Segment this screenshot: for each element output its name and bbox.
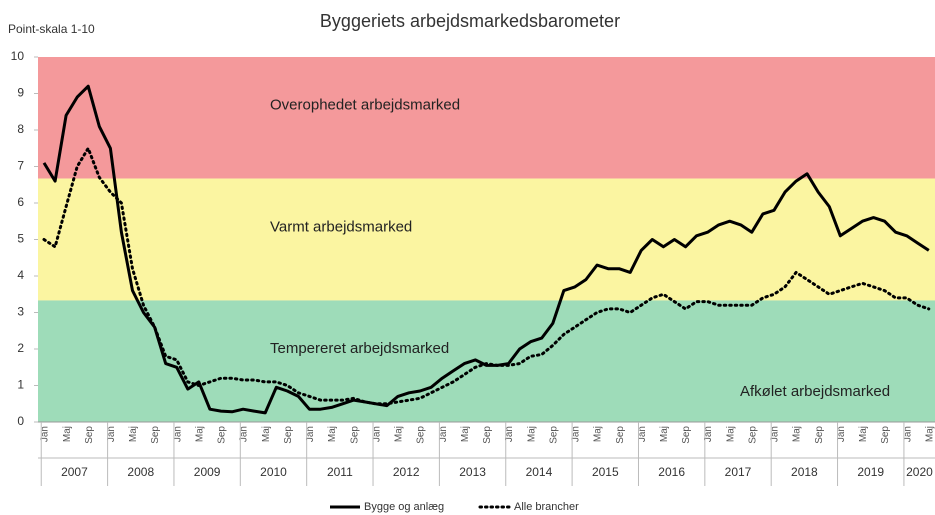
x-tick-label: Sep bbox=[814, 426, 825, 444]
x-tick-label: Jan bbox=[40, 426, 51, 442]
legend-label: Alle brancher bbox=[514, 501, 579, 513]
x-tick-label: Maj bbox=[725, 426, 736, 442]
chart-title: Byggeriets arbejdsmarkedsbarometer bbox=[320, 11, 620, 31]
y-tick-label: 9 bbox=[17, 86, 24, 100]
year-label: 2012 bbox=[393, 465, 420, 479]
x-tick-label: Jan bbox=[637, 426, 648, 442]
x-tick-label: Maj bbox=[858, 426, 869, 442]
year-label: 2019 bbox=[857, 465, 884, 479]
year-label: 2013 bbox=[459, 465, 486, 479]
x-tick-label: Maj bbox=[128, 426, 139, 442]
x-tick-label: Sep bbox=[681, 426, 692, 444]
x-tick-label: Jan bbox=[902, 426, 913, 442]
x-tick-label: Sep bbox=[747, 426, 758, 444]
x-tick-label: Jan bbox=[305, 426, 316, 442]
annotation: Afkølet arbejdsmarked bbox=[740, 383, 890, 400]
y-tick-label: 10 bbox=[11, 49, 25, 63]
x-tick-label: Jan bbox=[836, 426, 847, 442]
x-tick-label: Maj bbox=[394, 426, 405, 442]
x-tick-label: Jan bbox=[770, 426, 781, 442]
x-tick-label: Sep bbox=[84, 426, 95, 444]
x-tick-label: Jan bbox=[504, 426, 515, 442]
x-tick-label: Maj bbox=[792, 426, 803, 442]
x-tick-label: Jan bbox=[438, 426, 449, 442]
year-label: 2016 bbox=[658, 465, 685, 479]
x-tick-label: Maj bbox=[261, 426, 272, 442]
x-tick-label: Jan bbox=[571, 426, 582, 442]
y-tick-label: 2 bbox=[17, 341, 24, 355]
y-tick-label: 3 bbox=[17, 305, 24, 319]
x-tick-label: Jan bbox=[239, 426, 250, 442]
x-tick-label: Sep bbox=[150, 426, 161, 444]
legend-label: Bygge og anlæg bbox=[364, 501, 444, 513]
band-label: Varmt arbejdsmarked bbox=[270, 218, 412, 235]
year-label: 2015 bbox=[592, 465, 619, 479]
year-label: 2009 bbox=[194, 465, 221, 479]
x-tick-label: Sep bbox=[349, 426, 360, 444]
x-tick-label: Maj bbox=[194, 426, 205, 442]
x-tick-label: Jan bbox=[703, 426, 714, 442]
year-label: 2008 bbox=[127, 465, 154, 479]
y-axis-label: Point-skala 1-10 bbox=[8, 22, 95, 36]
year-label: 2007 bbox=[61, 465, 88, 479]
x-tick-label: Jan bbox=[106, 426, 117, 442]
x-tick-label: Maj bbox=[526, 426, 537, 442]
band bbox=[38, 57, 935, 179]
y-tick-label: 8 bbox=[17, 122, 24, 136]
year-label: 2010 bbox=[260, 465, 287, 479]
x-tick-label: Sep bbox=[548, 426, 559, 444]
x-tick-label: Sep bbox=[283, 426, 294, 444]
x-tick-label: Maj bbox=[62, 426, 73, 442]
x-tick-label: Maj bbox=[659, 426, 670, 442]
band-label: Overophedet arbejdsmarked bbox=[270, 97, 460, 114]
y-tick-label: 1 bbox=[17, 378, 24, 392]
year-label: 2017 bbox=[725, 465, 752, 479]
band bbox=[38, 178, 935, 301]
x-tick-label: Maj bbox=[327, 426, 338, 442]
x-tick-label: Maj bbox=[593, 426, 604, 442]
x-tick-label: Sep bbox=[880, 426, 891, 444]
x-tick-label: Maj bbox=[460, 426, 471, 442]
band-label: Tempereret arbejdsmarked bbox=[270, 340, 449, 357]
x-tick-label: Sep bbox=[615, 426, 626, 444]
x-tick-label: Jan bbox=[172, 426, 183, 442]
y-tick-label: 5 bbox=[17, 232, 24, 246]
year-label: 2011 bbox=[327, 465, 353, 479]
x-tick-label: Maj bbox=[924, 426, 935, 442]
y-tick-label: 4 bbox=[17, 268, 24, 282]
x-tick-label: Jan bbox=[371, 426, 382, 442]
year-label: 2020 bbox=[906, 465, 933, 479]
series-line bbox=[42, 146, 931, 406]
x-tick-label: Sep bbox=[482, 426, 493, 444]
y-tick-label: 6 bbox=[17, 195, 24, 209]
year-label: 2014 bbox=[526, 465, 553, 479]
y-tick-label: 0 bbox=[17, 414, 24, 428]
band bbox=[38, 300, 935, 422]
series-line bbox=[42, 84, 930, 415]
x-tick-label: Sep bbox=[416, 426, 427, 444]
x-tick-label: Sep bbox=[217, 426, 228, 444]
y-tick-label: 7 bbox=[17, 159, 24, 173]
year-label: 2018 bbox=[791, 465, 818, 479]
